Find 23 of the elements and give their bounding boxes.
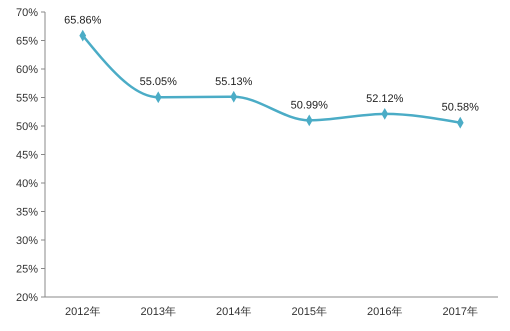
y-tick-label: 40% — [16, 178, 38, 190]
y-tick-label: 60% — [16, 64, 38, 76]
y-tick-label: 50% — [16, 120, 38, 133]
data-label: 55.13% — [215, 76, 253, 88]
y-tick-label: 55% — [16, 92, 38, 104]
y-tick-label: 70% — [16, 6, 38, 19]
y-tick-label: 65% — [16, 35, 38, 48]
y-tick-label: 35% — [16, 206, 38, 218]
y-tick-label: 20% — [16, 292, 38, 304]
data-label: 50.99% — [290, 99, 328, 112]
data-label: 52.12% — [366, 92, 404, 105]
data-label: 50.58% — [442, 102, 480, 114]
x-tick-label: 2016年 — [367, 306, 402, 318]
data-label: 55.05% — [140, 76, 178, 88]
x-tick-label: 2017年 — [442, 306, 478, 318]
data-label: 65.86% — [64, 14, 102, 27]
y-tick-label: 30% — [16, 234, 38, 247]
x-tick-label: 2012年 — [65, 306, 100, 318]
y-tick-label: 45% — [16, 149, 38, 162]
x-tick-label: 2013年 — [140, 306, 176, 318]
x-tick-label: 2014年 — [216, 306, 252, 318]
y-tick-label: 25% — [16, 263, 38, 276]
x-tick-label: 2015年 — [292, 306, 327, 318]
